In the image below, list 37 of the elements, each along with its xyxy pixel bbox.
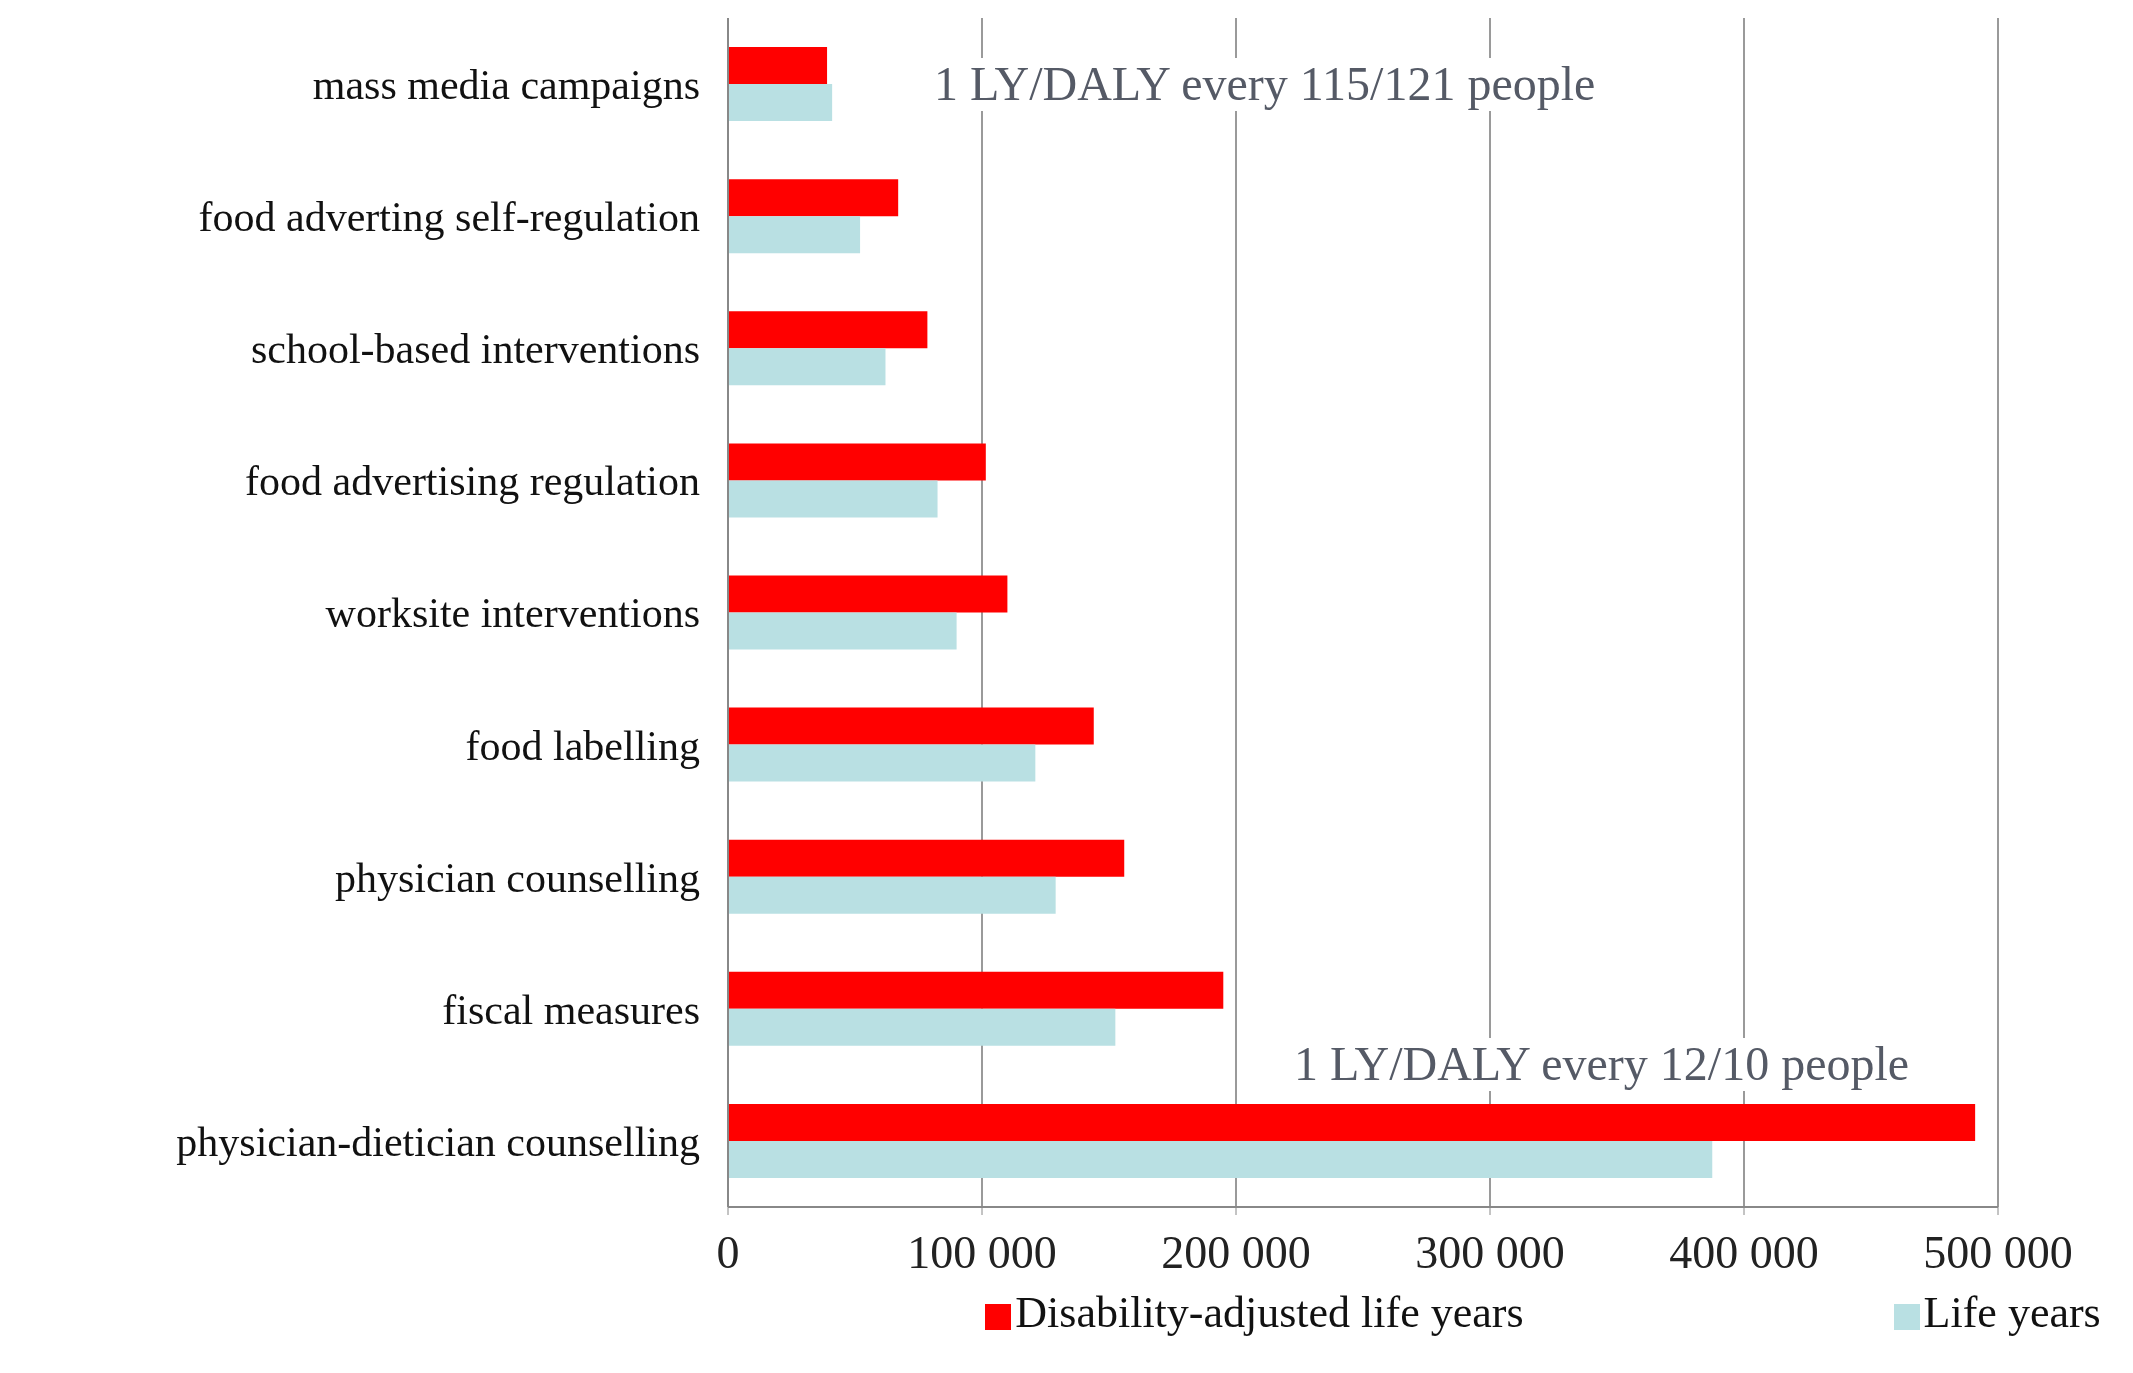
- x-tick-label: 100 000: [907, 1226, 1057, 1278]
- y-tick-label: school-based interventions: [250, 326, 700, 373]
- bar: [728, 971, 1224, 1009]
- bar: [728, 348, 886, 386]
- y-tick-label: mass media campaigns: [312, 61, 700, 108]
- bar: [728, 876, 1056, 914]
- x-tick-label: 300 000: [1415, 1226, 1565, 1278]
- y-tick-label: physician-dietician counselling: [176, 1118, 700, 1165]
- bar: [728, 612, 957, 650]
- bar: [728, 84, 833, 122]
- y-tick-label: food adverting self-regulation: [198, 194, 700, 241]
- legend-label: Life years: [1923, 1288, 2101, 1337]
- annotation: 1 LY/DALY every 12/10 people: [1288, 1037, 1916, 1091]
- bar: [728, 575, 1008, 613]
- y-tick-label: food advertising regulation: [245, 458, 700, 505]
- x-tick-label: 0: [716, 1226, 740, 1278]
- bar: [728, 480, 938, 518]
- x-tick-label: 200 000: [1161, 1226, 1311, 1278]
- bar: [728, 216, 861, 254]
- x-tick-label: 500 000: [1923, 1226, 2073, 1278]
- bar: [728, 1140, 1713, 1178]
- annotation: 1 LY/DALY every 115/121 people: [928, 57, 1602, 111]
- y-tick-label: fiscal measures: [442, 986, 700, 1033]
- y-tick-label: food labelling: [465, 722, 700, 769]
- x-tick-label: 400 000: [1669, 1226, 1819, 1278]
- bar: [728, 1008, 1116, 1046]
- bar: [728, 311, 928, 349]
- bar: [728, 1103, 1976, 1141]
- y-tick-label: worksite interventions: [325, 590, 700, 637]
- legend-label: Disability-adjusted life years: [1015, 1288, 1524, 1337]
- bar: [728, 443, 986, 481]
- bar: [728, 707, 1094, 745]
- bar: [728, 47, 828, 85]
- bar: [728, 839, 1125, 877]
- bar: [728, 179, 899, 217]
- y-tick-label: physician counselling: [334, 854, 700, 901]
- bar: [728, 744, 1036, 782]
